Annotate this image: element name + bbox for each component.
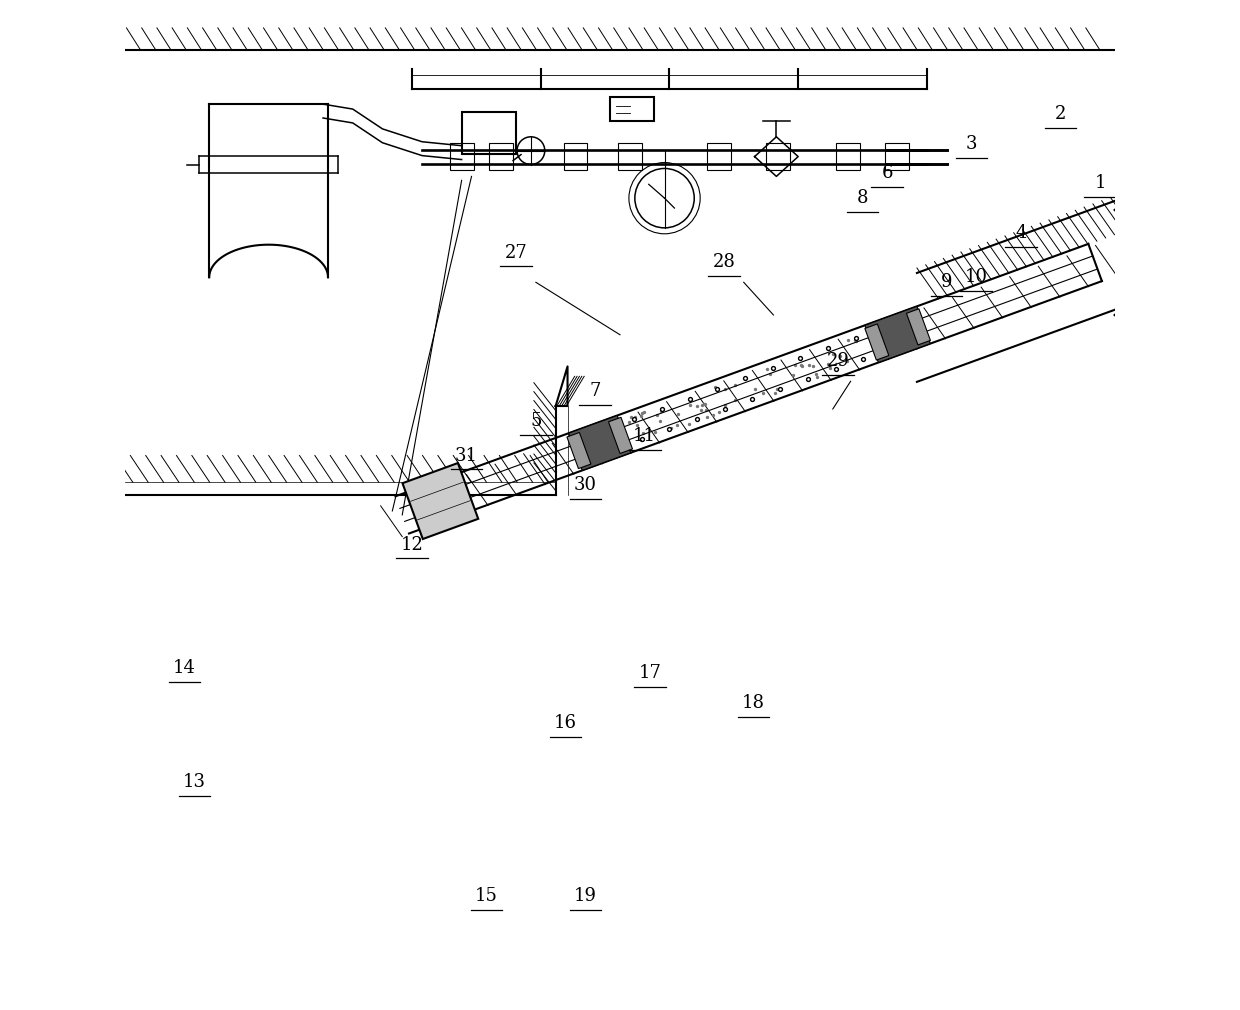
Text: 15: 15 xyxy=(475,887,497,905)
Polygon shape xyxy=(609,417,632,453)
Polygon shape xyxy=(403,463,479,539)
Text: 7: 7 xyxy=(589,382,601,400)
Text: 30: 30 xyxy=(574,476,596,494)
Text: 17: 17 xyxy=(639,665,661,683)
Text: 6: 6 xyxy=(882,165,893,183)
Text: 9: 9 xyxy=(941,274,952,291)
Bar xyxy=(564,142,588,171)
Text: 4: 4 xyxy=(1016,224,1027,241)
Polygon shape xyxy=(906,309,930,345)
Text: 16: 16 xyxy=(554,714,577,732)
Text: 12: 12 xyxy=(401,535,424,553)
Polygon shape xyxy=(864,306,930,363)
Bar xyxy=(836,142,859,171)
Text: 8: 8 xyxy=(857,189,868,207)
Text: 2: 2 xyxy=(1055,105,1066,123)
Bar xyxy=(610,97,653,121)
Text: 27: 27 xyxy=(505,243,527,262)
Polygon shape xyxy=(567,432,591,469)
Text: 19: 19 xyxy=(574,887,596,905)
Bar xyxy=(450,142,474,171)
Bar xyxy=(461,112,516,154)
Text: 13: 13 xyxy=(182,773,206,791)
Bar xyxy=(885,142,909,171)
Text: 10: 10 xyxy=(965,269,988,287)
Text: 28: 28 xyxy=(713,254,735,272)
Bar xyxy=(707,142,730,171)
Text: 3: 3 xyxy=(966,134,977,153)
Text: 31: 31 xyxy=(455,446,479,465)
Text: 11: 11 xyxy=(634,426,656,444)
Text: 5: 5 xyxy=(531,412,542,430)
Text: 1: 1 xyxy=(1095,175,1106,192)
Bar xyxy=(766,142,790,171)
Bar xyxy=(618,142,642,171)
Polygon shape xyxy=(864,324,889,361)
Text: 14: 14 xyxy=(174,660,196,678)
Polygon shape xyxy=(569,415,631,471)
Text: 29: 29 xyxy=(826,352,849,371)
Text: 18: 18 xyxy=(742,694,765,712)
Bar xyxy=(490,142,513,171)
